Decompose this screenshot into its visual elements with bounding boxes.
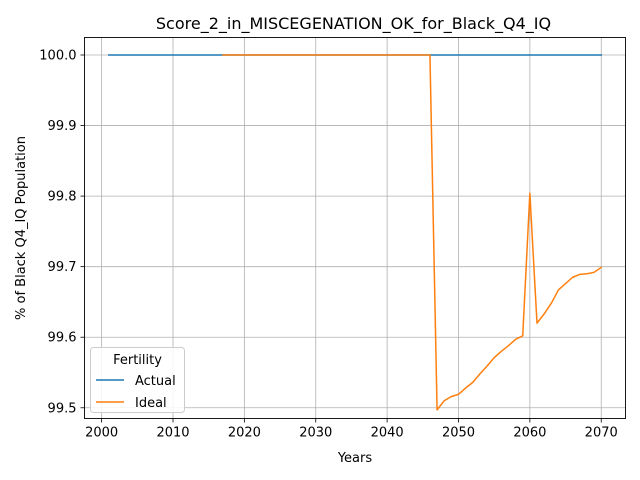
legend-box bbox=[90, 347, 185, 413]
x-axis-ticks: 2000 2010 2020 2030 2040 2050 2060 2070 bbox=[85, 418, 618, 441]
x-tick-label: 2070 bbox=[585, 426, 618, 441]
series-layer bbox=[108, 54, 603, 411]
x-tick-label: 2010 bbox=[156, 426, 189, 441]
y-axis-label: % of Black Q4_IQ Population bbox=[14, 136, 29, 320]
y-tick-label: 99.5 bbox=[48, 401, 77, 416]
legend: Fertility Actual Ideal bbox=[90, 347, 185, 413]
y-tick-label: 100.0 bbox=[39, 48, 76, 63]
plot-frame bbox=[84, 37, 626, 419]
legend-title: Fertility bbox=[113, 353, 162, 368]
x-tick-label: 2020 bbox=[228, 426, 261, 441]
x-axis-label: Years bbox=[337, 451, 373, 466]
legend-label-actual: Actual bbox=[135, 374, 176, 389]
y-tick-label: 99.8 bbox=[48, 190, 77, 205]
x-tick-label: 2050 bbox=[442, 426, 475, 441]
chart-title: Score_2_in_MISCEGENATION_OK_for_Black_Q4… bbox=[156, 14, 551, 34]
y-tick-label: 99.9 bbox=[48, 119, 77, 134]
legend-label-ideal: Ideal bbox=[135, 396, 167, 411]
x-tick-label: 2040 bbox=[371, 426, 404, 441]
y-axis-ticks: 99.5 99.6 99.7 99.8 99.9 100.0 bbox=[39, 48, 85, 416]
x-tick-label: 2060 bbox=[513, 426, 546, 441]
x-tick-label: 2000 bbox=[85, 426, 118, 441]
series-line-ideal bbox=[222, 54, 603, 411]
x-tick-label: 2030 bbox=[299, 426, 332, 441]
y-tick-label: 99.7 bbox=[48, 260, 77, 275]
y-tick-label: 99.6 bbox=[48, 331, 77, 346]
